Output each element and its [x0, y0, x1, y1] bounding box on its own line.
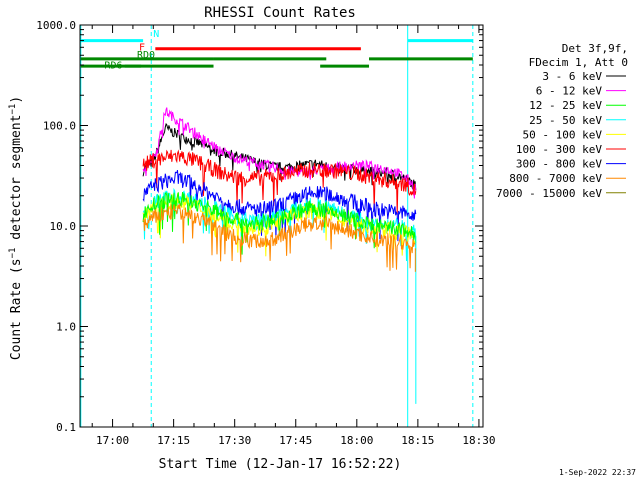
- series-line-300-800-keV: [142, 169, 417, 242]
- x-axis-label: Start Time (12-Jan-17 16:52:22): [159, 457, 402, 472]
- x-tick-label: 17:45: [279, 434, 312, 447]
- legend-header-line: Det 3f,9f,: [562, 42, 628, 55]
- y-tick-label: 0.1: [56, 421, 76, 434]
- legend-entry-label: 12 - 25 keV: [529, 99, 602, 112]
- y-tick-label: 1.0: [56, 321, 76, 334]
- legend-entry-label: 6 - 12 keV: [536, 85, 603, 98]
- x-tick-label: 17:15: [157, 434, 190, 447]
- legend: Det 3f,9f,FDecim 1, Att 03 - 6 keV 6 - 12…: [496, 42, 628, 200]
- legend-entry-label: 3 - 6 keV: [542, 70, 602, 83]
- x-tick-label: 18:15: [401, 434, 434, 447]
- state-label-rd6: RD6: [104, 60, 122, 71]
- legend-entry-label: 7000 - 15000 keV: [496, 187, 602, 200]
- y-tick-label: 10.0: [50, 220, 77, 233]
- legend-entry-label: 25 - 50 keV: [529, 114, 602, 127]
- axis-ticks: 0.1 1.0 10.0 100.0 1000.0 17:00 17:15 17:30 17:4…: [36, 19, 495, 447]
- chart-title: RHESSI Count Rates: [204, 5, 356, 21]
- state-label-f: F: [139, 42, 145, 53]
- state-label-rd0: RD0: [137, 50, 155, 61]
- x-tick-label: 17:00: [96, 434, 129, 447]
- legend-header-line: FDecim 1, Att 0: [529, 56, 628, 69]
- y-tick-label: 1000.0: [36, 19, 76, 32]
- x-tick-label: 18:30: [462, 434, 495, 447]
- series-line-100-300-keV: [142, 149, 417, 215]
- series-line-800-7000-keV: [142, 204, 417, 271]
- y-tick-label: 100.0: [43, 120, 76, 133]
- legend-entry-label: 300 - 800 keV: [516, 158, 602, 171]
- state-label-n: N: [153, 29, 159, 40]
- legend-entry-label: 100 - 300 keV: [516, 143, 602, 156]
- series-line-6-12-keV: [142, 107, 417, 199]
- footer-date: 1-Sep-2022 22:37: [559, 468, 636, 477]
- x-tick-label: 17:30: [218, 434, 251, 447]
- y-axis-label: Count Rate (s−1 detector segment−1): [8, 96, 24, 360]
- x-tick-label: 18:00: [340, 434, 373, 447]
- series-line-3-6-keV: [142, 122, 417, 192]
- legend-entry-label: 50 - 100 keV: [523, 128, 603, 141]
- legend-entry-label: 800 - 7000 keV: [509, 172, 602, 185]
